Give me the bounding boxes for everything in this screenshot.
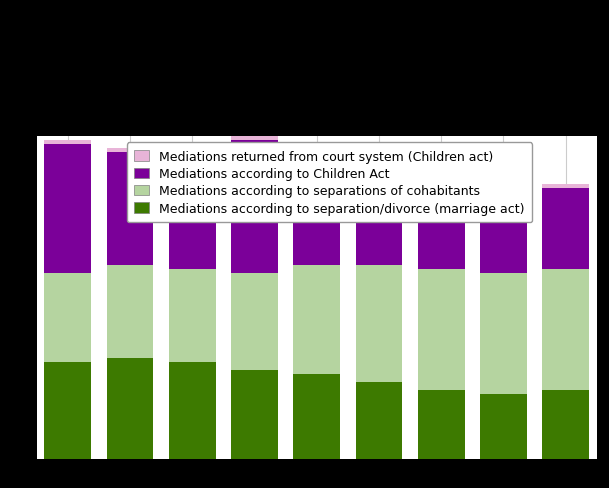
Bar xyxy=(107,153,153,265)
Bar xyxy=(107,358,153,459)
Bar xyxy=(44,144,91,273)
Bar xyxy=(231,141,278,273)
Bar xyxy=(543,269,589,390)
Legend: Mediations returned from court system (Children act), Mediations according to Ch: Mediations returned from court system (C… xyxy=(127,143,532,223)
Bar xyxy=(356,173,403,177)
Bar xyxy=(543,189,589,269)
Bar xyxy=(418,185,465,269)
Bar xyxy=(44,362,91,459)
Bar xyxy=(169,362,216,459)
Bar xyxy=(418,269,465,390)
Bar xyxy=(480,394,527,459)
Bar xyxy=(356,265,403,382)
Bar xyxy=(231,273,278,370)
Bar xyxy=(107,149,153,153)
Bar xyxy=(356,177,403,265)
Bar xyxy=(169,153,216,157)
Bar xyxy=(169,157,216,269)
Bar xyxy=(107,265,153,358)
Bar xyxy=(480,193,527,273)
Bar xyxy=(44,273,91,362)
Bar xyxy=(418,390,465,459)
Bar xyxy=(480,273,527,394)
Bar xyxy=(543,390,589,459)
Bar xyxy=(294,157,340,161)
Bar xyxy=(543,185,589,189)
Bar xyxy=(418,181,465,185)
Bar xyxy=(169,269,216,362)
Bar xyxy=(44,141,91,144)
Bar xyxy=(294,265,340,374)
Bar xyxy=(294,161,340,265)
Bar xyxy=(231,137,278,141)
Bar xyxy=(294,374,340,459)
Bar xyxy=(480,189,527,193)
Bar xyxy=(231,370,278,459)
Bar xyxy=(356,382,403,459)
